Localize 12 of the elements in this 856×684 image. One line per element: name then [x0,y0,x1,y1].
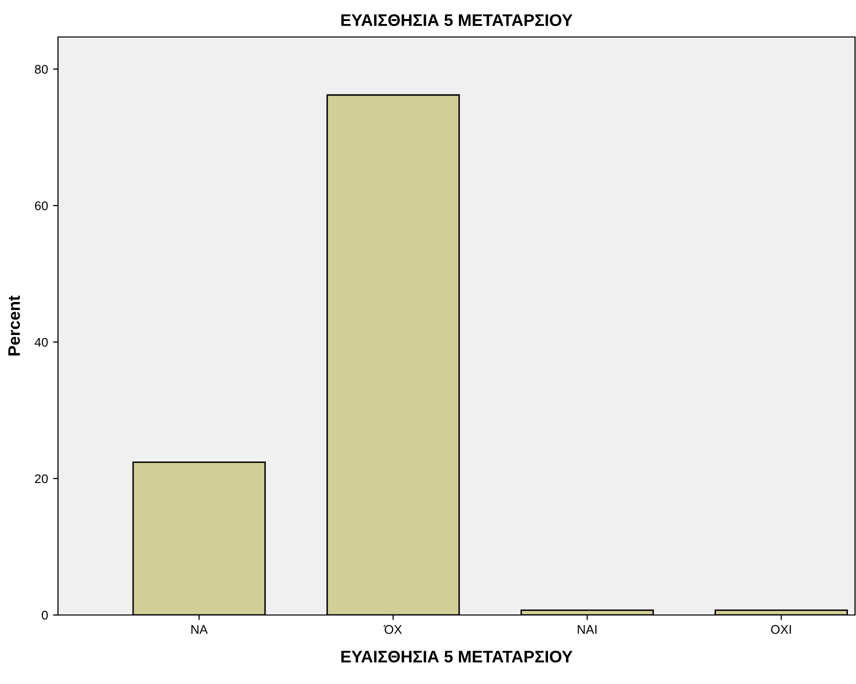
y-axis-title: Percent [8,296,20,356]
y-tick-label: 20 [35,474,48,484]
x-tick-label: ΝΑΙ [578,625,596,634]
y-tick-label: 40 [34,338,48,347]
x-tick-label: ΝΑ [191,625,208,634]
y-tick-label: 80 [34,64,48,74]
x-tick-label: ΌΧ [384,625,402,634]
x-tick-label: ΟΧΙ [771,625,791,634]
y-tick-label: 0 [42,610,48,620]
y-tick-label: 60 [35,201,48,210]
chart-title: ΕΥΑΙΣΘΗΣΙΑ 5 ΜΕΤΑΤΑΡΣΙΟΥ [341,14,573,26]
x-axis-title: ΕΥΑΙΣΘΗΣΙΑ 5 ΜΕΤΑΤΑΡΣΙΟΥ [341,650,573,663]
